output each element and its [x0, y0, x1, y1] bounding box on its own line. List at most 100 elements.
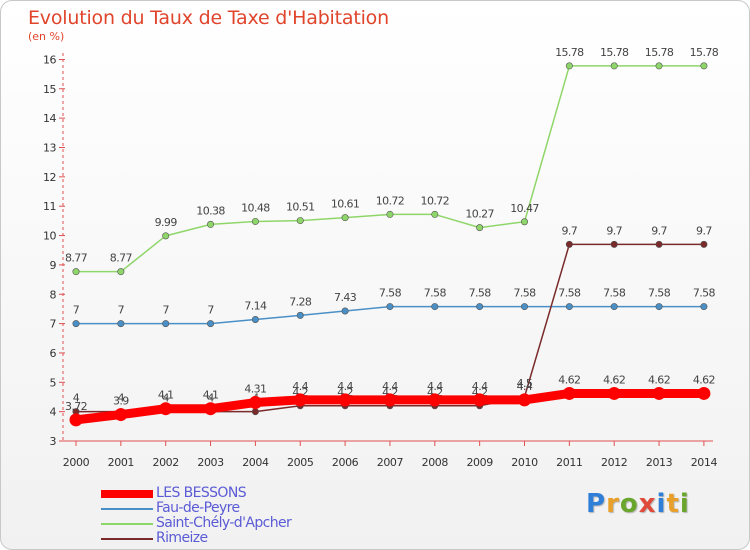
data-label: 10.51 [286, 201, 315, 214]
data-point [655, 303, 663, 311]
legend-swatch [101, 538, 153, 540]
data-point [518, 393, 531, 407]
data-label: 7.58 [693, 287, 716, 300]
data-point [386, 210, 394, 218]
data-label: 3.9 [113, 395, 129, 408]
data-point [610, 62, 618, 70]
data-point [341, 214, 349, 222]
data-label: 4 [207, 392, 214, 405]
data-point [162, 232, 170, 240]
x-tick-label: 2001 [108, 456, 134, 469]
series-line [75, 65, 705, 273]
legend-label: Rimeize [156, 530, 208, 546]
data-point [473, 393, 487, 407]
y-tick-label: 13 [43, 142, 56, 155]
data-label: 8.77 [110, 252, 133, 265]
data-point [117, 268, 125, 276]
data-label: 7 [73, 304, 80, 317]
data-label: 7 [207, 304, 214, 317]
data-label: 10.72 [421, 194, 450, 207]
data-label: 4.1 [158, 389, 174, 402]
y-tick-label: 7 [50, 318, 57, 331]
data-label: 4 [162, 392, 169, 405]
series-les-bessons: 3.72 3.9 4.1 4.1 4.31 4.4 4.4 4.4 4.4 4.4 4.4 4.62 4… [65, 373, 716, 427]
data-label: 7 [162, 304, 169, 317]
data-point [520, 303, 528, 311]
data-label: 7.58 [379, 287, 402, 300]
data-label: 4.62 [648, 373, 670, 386]
y-tick-label: 11 [43, 200, 56, 213]
logo-letter: i [679, 489, 690, 519]
data-label: 15.78 [645, 46, 674, 59]
data-label: 4.4 [292, 380, 308, 393]
data-point [338, 393, 352, 407]
data-label: 7.43 [334, 291, 357, 304]
legend-label: LES BESSONS [156, 485, 247, 501]
y-tick-label: 15 [43, 83, 56, 96]
data-label: 4.4 [472, 380, 488, 393]
logo-letter: t [666, 489, 680, 519]
y-tick-label: 12 [43, 171, 56, 184]
y-tick-label: 8 [50, 288, 57, 301]
data-point [72, 268, 80, 276]
x-tick-label: 2012 [601, 456, 627, 469]
data-point [652, 386, 666, 400]
data-label: 3.72 [65, 400, 87, 413]
data-label: 15.78 [690, 46, 719, 59]
data-label: 7.28 [289, 295, 312, 308]
x-tick-label: 2007 [377, 456, 404, 469]
x-tick-label: 2009 [466, 456, 493, 469]
data-point [341, 307, 349, 315]
data-point [476, 224, 484, 232]
data-label: 4.62 [558, 373, 580, 386]
data-point [700, 240, 708, 248]
data-label: 10.47 [510, 202, 539, 215]
data-point [207, 220, 215, 228]
y-tick-label: 3 [50, 435, 57, 448]
data-point [248, 396, 262, 410]
x-tick-label: 2003 [197, 456, 224, 469]
legend-swatch [101, 523, 153, 525]
data-point [607, 386, 621, 400]
data-label: 10.61 [331, 198, 360, 211]
data-point [610, 303, 618, 311]
data-label: 15.78 [555, 46, 584, 59]
chart-unit-label: (en %) [28, 30, 65, 43]
legend-swatch [101, 490, 153, 498]
data-label: 4.4 [337, 380, 353, 393]
data-label: 9.7 [696, 224, 712, 237]
data-label: 8.77 [65, 252, 88, 265]
data-point [383, 393, 397, 407]
logo-letter: x [638, 489, 657, 519]
data-point [296, 311, 304, 319]
data-label: 10.38 [196, 204, 225, 217]
y-tick-label: 4 [50, 406, 57, 419]
x-tick-label: 2011 [556, 456, 582, 469]
data-label: 4.1 [203, 389, 219, 402]
data-point [293, 393, 307, 407]
data-point [565, 240, 573, 248]
data-label: 10.27 [465, 208, 494, 221]
x-tick-label: 2004 [242, 456, 269, 469]
data-label: 10.72 [376, 194, 405, 207]
data-point [565, 62, 573, 70]
data-label: 9.99 [155, 216, 178, 229]
data-point [476, 303, 484, 311]
data-label: 4.62 [603, 373, 625, 386]
data-point [117, 320, 125, 328]
data-point [251, 217, 259, 225]
data-point [655, 62, 663, 70]
data-point [251, 408, 259, 416]
data-point [69, 413, 83, 427]
y-tick-label: 16 [43, 53, 56, 66]
data-label: 7.58 [513, 287, 536, 300]
y-tick-label: 14 [43, 112, 56, 125]
legend-label: Saint-Chély-d'Apcher [156, 515, 292, 531]
data-point [700, 62, 708, 70]
data-label: 9.7 [651, 224, 667, 237]
data-point [251, 315, 259, 323]
proxiti-logo: Proxiti [586, 489, 690, 519]
logo-letter: o [619, 489, 639, 519]
data-point [296, 217, 304, 225]
